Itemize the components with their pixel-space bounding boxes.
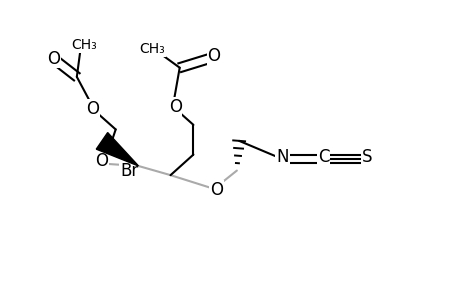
Text: S: S [361,148,372,166]
Text: C: C [317,148,329,166]
Text: CH₃: CH₃ [139,42,165,56]
Text: O: O [95,152,108,170]
Text: O: O [207,47,220,65]
Polygon shape [96,133,138,166]
Text: O: O [168,98,181,116]
Text: O: O [209,181,222,199]
Text: O: O [47,50,60,68]
Text: N: N [276,148,288,166]
Text: O: O [86,100,99,118]
Text: Br: Br [120,162,138,180]
Text: CH₃: CH₃ [71,38,96,52]
